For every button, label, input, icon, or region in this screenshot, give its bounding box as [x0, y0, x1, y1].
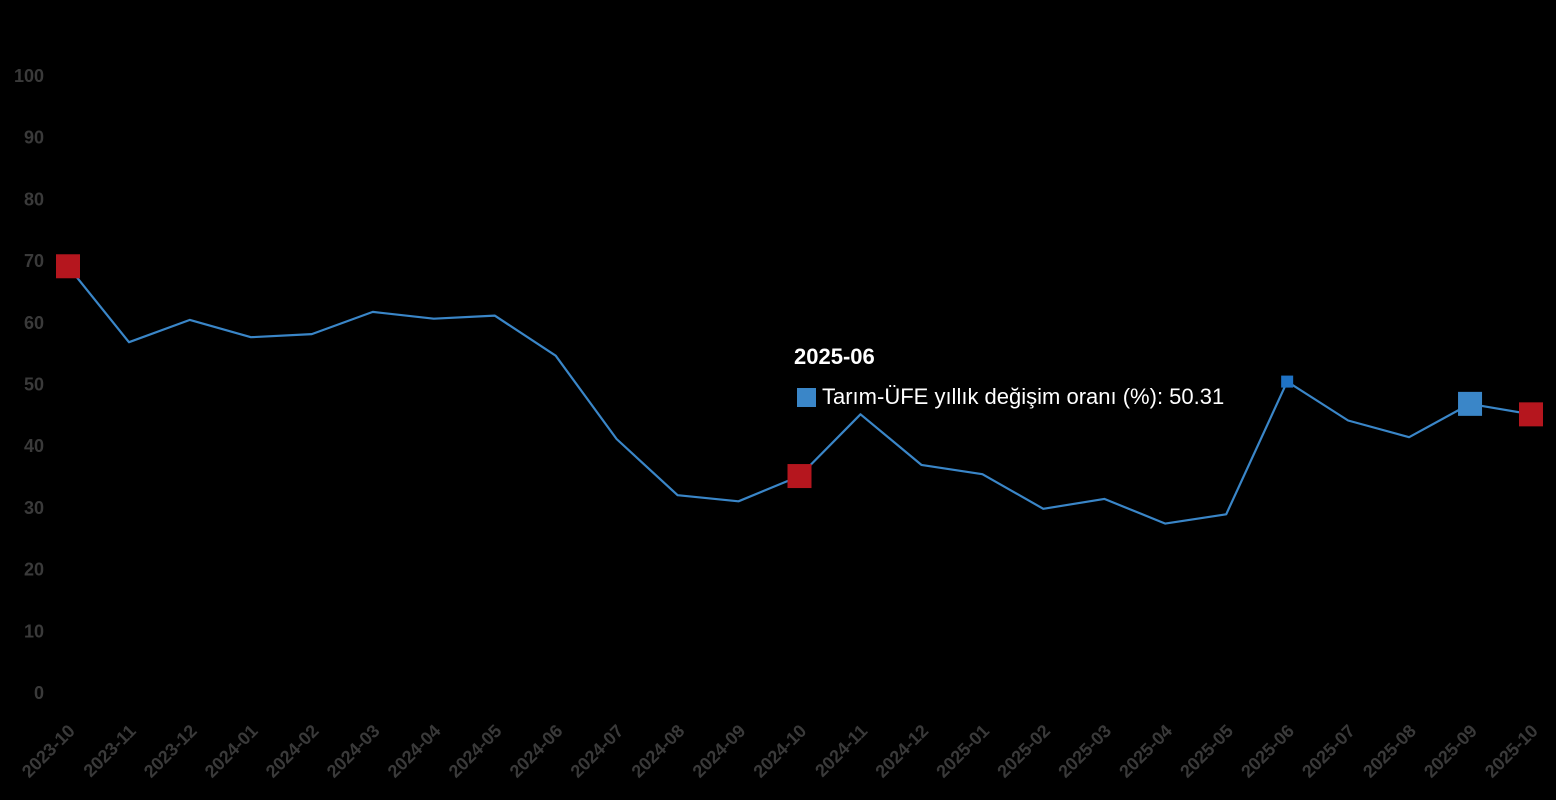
y-tick-label: 80 — [24, 189, 44, 209]
y-tick-label: 100 — [14, 66, 44, 86]
x-tick-label: 2024-02 — [262, 721, 323, 782]
data-point-marker-active[interactable] — [1281, 375, 1294, 388]
x-tick-label: 2023-11 — [80, 721, 140, 781]
x-tick-label: 2024-01 — [201, 721, 262, 782]
x-tick-label: 2025-04 — [1115, 721, 1176, 782]
y-tick-label: 40 — [24, 436, 44, 456]
y-tick-label: 50 — [24, 375, 44, 395]
y-tick-label: 0 — [34, 683, 44, 703]
x-tick-label: 2023-12 — [140, 721, 201, 782]
x-tick-label: 2024-11 — [811, 721, 871, 781]
y-tick-label: 90 — [24, 128, 44, 148]
x-tick-label: 2025-05 — [1176, 721, 1237, 782]
data-point-marker-red[interactable] — [56, 254, 80, 279]
x-tick-label: 2024-04 — [384, 721, 445, 782]
x-tick-label: 2024-03 — [323, 721, 384, 782]
y-tick-label: 20 — [24, 560, 44, 580]
x-tick-label: 2025-10 — [1481, 721, 1542, 782]
x-tick-label: 2024-05 — [445, 721, 506, 782]
marker-layer — [56, 254, 1543, 489]
data-point-marker-red[interactable] — [1519, 402, 1543, 427]
x-tick-label: 2025-06 — [1237, 721, 1298, 782]
x-tick-label: 2024-07 — [567, 721, 628, 782]
x-tick-label: 2024-10 — [749, 721, 810, 782]
x-tick-label: 2025-03 — [1054, 721, 1115, 782]
x-tick-label: 2024-06 — [506, 721, 567, 782]
x-tick-label: 2025-07 — [1298, 721, 1359, 782]
x-tick-label: 2025-01 — [932, 721, 993, 782]
x-tick-label: 2024-09 — [689, 721, 750, 782]
y-tick-label: 30 — [24, 498, 44, 518]
x-tick-label: 2025-02 — [993, 721, 1054, 782]
x-tick-label: 2024-12 — [871, 721, 932, 782]
y-axis: 0 10 20 30 40 50 60 70 80 90 100 — [14, 66, 44, 703]
y-tick-label: 70 — [24, 251, 44, 271]
data-point-marker-blue[interactable] — [1458, 391, 1483, 416]
data-point-marker-red[interactable] — [787, 464, 812, 489]
x-tick-label: 2025-09 — [1420, 721, 1481, 782]
x-tick-label: 2023-10 — [18, 721, 79, 782]
x-tick-label: 2024-08 — [628, 721, 689, 782]
x-axis: 2023-10 2023-11 2023-12 2024-01 2024-02 2024-… — [18, 721, 1542, 782]
y-tick-label: 60 — [24, 313, 44, 333]
x-tick-label: 2025-08 — [1359, 721, 1420, 782]
y-tick-label: 10 — [24, 621, 44, 641]
